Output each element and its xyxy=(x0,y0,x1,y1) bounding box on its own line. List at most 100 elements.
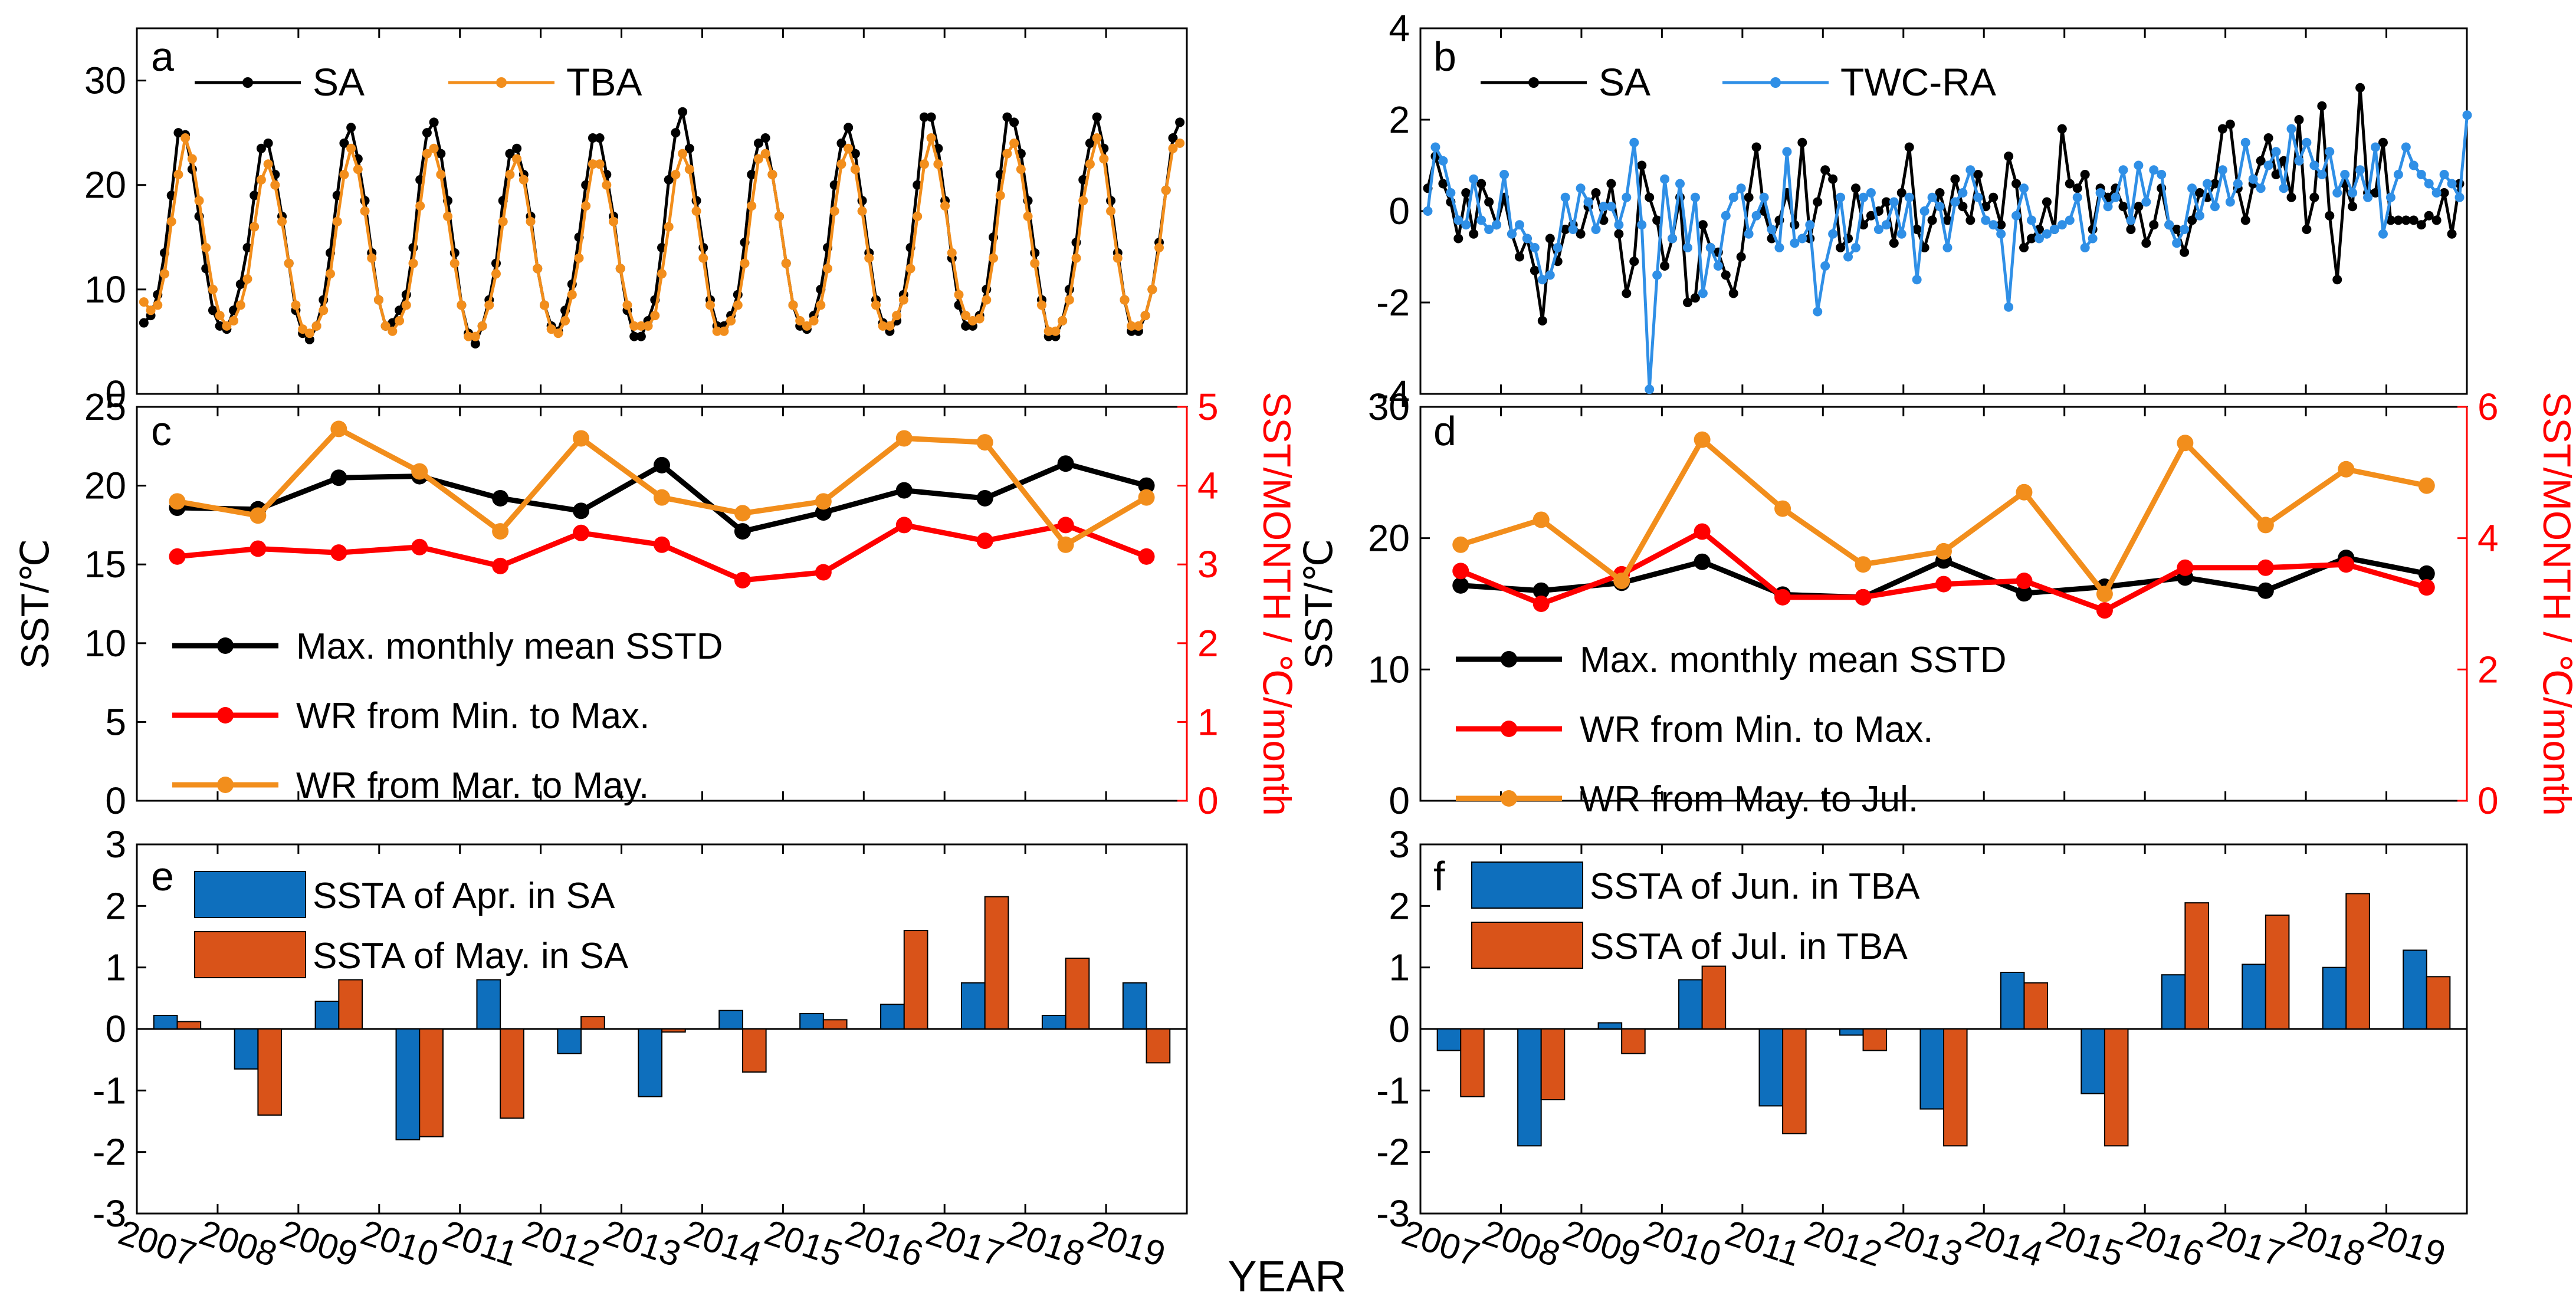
data-point xyxy=(1813,307,1823,317)
data-point xyxy=(1452,577,1469,594)
x-tick-label: 2016 xyxy=(841,1212,928,1274)
panel-label: c xyxy=(151,408,172,454)
data-point xyxy=(1690,192,1700,202)
x-tick-label: 2011 xyxy=(1721,1213,1805,1274)
data-point xyxy=(1606,179,1616,189)
data-point xyxy=(1912,225,1922,234)
data-point xyxy=(250,190,260,200)
data-point xyxy=(1168,143,1178,153)
data-point xyxy=(1514,220,1524,230)
data-point xyxy=(1507,229,1517,239)
data-point xyxy=(664,175,674,185)
data-point xyxy=(1514,252,1524,262)
data-point xyxy=(1645,192,1655,202)
data-point xyxy=(505,170,515,179)
data-point xyxy=(2172,225,2182,234)
data-point xyxy=(2355,165,2365,175)
data-point xyxy=(2225,197,2235,207)
y-tick-label: -1 xyxy=(93,1069,126,1112)
data-point xyxy=(1057,455,1074,472)
data-point xyxy=(256,143,266,153)
data-point xyxy=(2057,124,2067,134)
data-point xyxy=(408,258,418,268)
data-point xyxy=(1030,258,1040,268)
data-point xyxy=(588,133,598,143)
data-point xyxy=(2157,170,2167,179)
legend-marker xyxy=(1528,77,1539,88)
legend-marker xyxy=(217,707,234,724)
data-point xyxy=(588,159,598,169)
bar xyxy=(2000,972,2025,1030)
bar xyxy=(2426,976,2451,1030)
data-point xyxy=(1438,179,1448,189)
data-point xyxy=(1965,165,1976,175)
bar xyxy=(1758,1028,1784,1107)
data-point xyxy=(1866,211,1876,221)
bar xyxy=(1597,1022,1623,1030)
data-point xyxy=(836,159,846,169)
data-point xyxy=(1927,215,1937,225)
data-point xyxy=(1759,192,1769,202)
data-point xyxy=(1942,215,1952,225)
data-point xyxy=(895,430,913,447)
y-tick-label: 4 xyxy=(1389,7,1410,50)
y-tick-label: 30 xyxy=(1368,386,1410,428)
y-tick-label: -4 xyxy=(1376,373,1410,415)
data-point xyxy=(304,328,314,338)
data-point xyxy=(926,112,936,122)
data-point xyxy=(526,216,536,226)
data-point xyxy=(636,331,646,341)
data-point xyxy=(753,154,763,164)
data-point xyxy=(1476,179,1486,189)
data-point xyxy=(684,165,694,175)
data-point xyxy=(492,489,509,507)
data-point xyxy=(169,493,186,510)
data-point xyxy=(1453,215,1463,225)
data-point xyxy=(2095,188,2105,198)
bar xyxy=(741,1028,767,1073)
x-tick-label: 2010 xyxy=(356,1212,444,1274)
data-point xyxy=(2348,202,2358,212)
data-point xyxy=(1568,225,1578,234)
data-point xyxy=(602,180,612,190)
bar xyxy=(2104,1028,2129,1147)
data-point xyxy=(581,201,591,211)
bar xyxy=(419,1028,444,1137)
data-point xyxy=(2096,586,2113,603)
data-point xyxy=(1023,211,1033,221)
x-tick-label: 2018 xyxy=(1002,1212,1090,1274)
data-point xyxy=(1423,206,1433,216)
data-point xyxy=(1154,243,1164,252)
data-point xyxy=(905,264,915,274)
data-point xyxy=(1774,243,1784,252)
data-point xyxy=(2225,119,2235,129)
legend-marker xyxy=(1501,721,1517,737)
data-point xyxy=(2172,238,2182,248)
data-point xyxy=(760,149,770,159)
data-point xyxy=(2256,183,2266,193)
data-point xyxy=(1973,192,1983,202)
y-right-axis-label: SST/MONTH / ℃/month xyxy=(1255,392,1299,816)
data-point xyxy=(1996,229,2006,239)
data-point xyxy=(2195,188,2205,198)
data-point xyxy=(367,253,377,263)
bar xyxy=(1122,982,1147,1030)
data-point xyxy=(2217,124,2227,134)
data-point xyxy=(2408,160,2419,170)
data-point xyxy=(277,216,287,226)
data-point xyxy=(401,300,411,310)
data-point xyxy=(622,300,632,310)
y-tick-label: -2 xyxy=(93,1131,126,1173)
data-point xyxy=(546,324,556,334)
data-point xyxy=(422,128,432,138)
data-point xyxy=(2026,234,2036,244)
data-point xyxy=(982,295,992,305)
data-point xyxy=(1622,288,1632,298)
bar xyxy=(176,1021,202,1030)
data-point xyxy=(533,264,543,274)
data-point xyxy=(332,216,342,226)
data-point xyxy=(712,326,722,336)
data-point xyxy=(747,170,757,179)
data-point xyxy=(263,138,273,148)
x-axis-label: YEAR xyxy=(1228,1252,1347,1301)
